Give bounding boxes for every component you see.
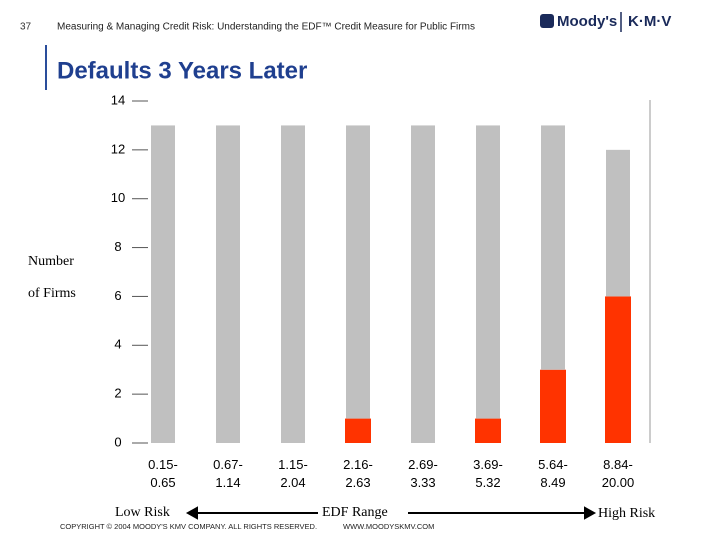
bar-segment (346, 125, 370, 419)
y-tick-label: 2 (114, 386, 121, 401)
y-tick-label: 14 (111, 92, 125, 107)
x-tick-label: 2.16-2.63 (343, 457, 373, 490)
y-tick-label: 4 (114, 337, 121, 352)
x-axis-label: EDF Range (322, 505, 388, 520)
bar-segment (151, 125, 175, 443)
slide-number: 37 (20, 22, 32, 33)
bar-segment (606, 149, 630, 297)
x-tick-label: 8.84-20.00 (602, 457, 635, 490)
x-tick-label: 3.69-5.32 (473, 457, 503, 490)
logo-right: K·M·V (628, 13, 671, 30)
logo-left: Moody's (557, 13, 617, 30)
header-text: Measuring & Managing Credit Risk: Unders… (57, 22, 475, 33)
y-tick-label: 6 (114, 288, 121, 303)
x-tick-label: 2.69-3.33 (408, 457, 438, 490)
low-risk-label: Low Risk (115, 505, 170, 520)
plot: 0 2 4 6 8 10 12 14 0.15-0.65 0.67-1.14 1.15-2.04 2.… (111, 92, 635, 490)
bar-segment (216, 125, 240, 443)
bar-segment (475, 418, 501, 443)
high-risk-label: High Risk (598, 506, 655, 521)
bar-segment (345, 418, 371, 443)
bar-segment (281, 125, 305, 443)
y-tick-label: 8 (114, 239, 121, 254)
risk-arrows (185, 506, 597, 520)
bar-segment (411, 125, 435, 443)
bar-segment (541, 125, 565, 370)
bar-segment (476, 125, 500, 419)
y-axis-label: of Firms (28, 286, 76, 301)
y-axis-label: Number (28, 254, 74, 269)
copyright: COPYRIGHT © 2004 MOODY'S KMV COMPANY. AL… (60, 522, 317, 531)
logo-mark (540, 14, 554, 28)
footer-url: WWW.MOODYSKMV.COM (343, 522, 434, 531)
y-tick-label: 10 (111, 190, 125, 205)
y-tick-label: 12 (111, 141, 125, 156)
x-tick-label: 0.15-0.65 (148, 457, 178, 490)
x-tick-label: 0.67-1.14 (213, 457, 243, 490)
x-tick-label: 1.15-2.04 (278, 457, 308, 490)
bar-segment (605, 296, 631, 443)
x-tick-label: 5.64-8.49 (538, 457, 568, 490)
chart-title: Defaults 3 Years Later (57, 57, 307, 84)
y-tick-label: 0 (114, 434, 121, 449)
bar-segment (540, 369, 566, 443)
